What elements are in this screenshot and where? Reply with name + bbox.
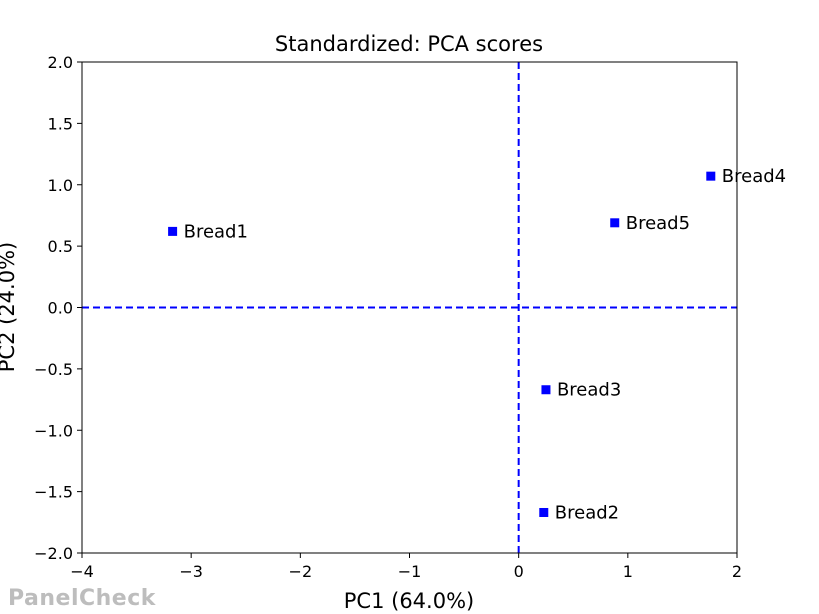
point-label: Bread4	[722, 166, 786, 187]
x-tick-label: 0	[514, 562, 524, 581]
y-tick-label: 1.0	[48, 176, 73, 195]
data-point	[541, 385, 551, 395]
x-axis-label: PC1 (64.0%)	[344, 589, 474, 613]
x-tick-label: −1	[398, 562, 422, 581]
x-tick-label: −4	[70, 562, 94, 581]
point-label: Bread1	[184, 221, 248, 242]
data-point	[706, 171, 716, 181]
point-label: Bread3	[557, 380, 621, 401]
panelcheck-watermark: PanelCheck	[8, 586, 156, 611]
data-point	[610, 218, 620, 228]
data-point	[539, 507, 549, 517]
data-point	[168, 226, 178, 236]
y-tick-label: 2.0	[48, 53, 73, 72]
y-tick-label: 0.0	[48, 299, 73, 318]
y-tick-label: −0.5	[34, 360, 73, 379]
y-tick-label: −1.5	[34, 483, 73, 502]
point-label: Bread5	[626, 213, 690, 234]
x-tick-label: 1	[623, 562, 633, 581]
x-tick-label: −3	[179, 562, 203, 581]
x-tick-label: 2	[732, 562, 742, 581]
y-tick-label: −2.0	[34, 544, 73, 563]
y-tick-label: −1.0	[34, 421, 73, 440]
x-tick-label: −2	[289, 562, 313, 581]
y-tick-label: 0.5	[48, 237, 73, 256]
point-label: Bread2	[555, 502, 619, 523]
y-axis-label: PC2 (24.0%)	[0, 242, 19, 372]
y-tick-label: 1.5	[48, 114, 73, 133]
chart-title: Standardized: PCA scores	[275, 32, 543, 56]
